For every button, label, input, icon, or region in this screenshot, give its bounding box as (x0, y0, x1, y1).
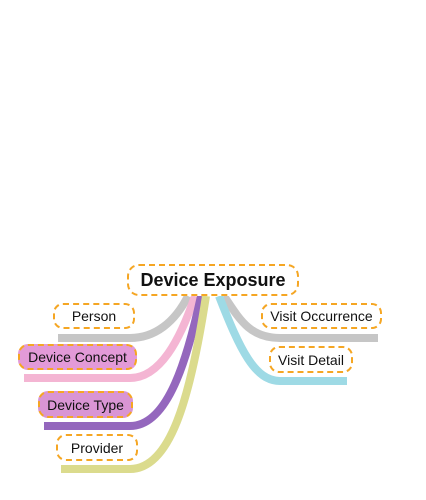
connector-device-concept (24, 294, 199, 382)
connector-provider (61, 295, 210, 473)
node-visit-occurrence[interactable]: Visit Occurrence (261, 303, 382, 329)
root-node-title[interactable]: Device Exposure (127, 264, 299, 296)
connector-layer (24, 293, 378, 473)
node-visit-detail[interactable]: Visit Detail (269, 346, 353, 373)
connector-visit-occurrence (220, 293, 378, 342)
connector-device-type (44, 295, 205, 430)
node-device-type[interactable]: Device Type (38, 391, 133, 418)
connector-visit-detail (215, 294, 347, 385)
connector-person (58, 294, 192, 342)
node-provider[interactable]: Provider (56, 434, 138, 461)
node-person[interactable]: Person (53, 303, 135, 329)
node-device-concept[interactable]: Device Concept (18, 344, 137, 370)
